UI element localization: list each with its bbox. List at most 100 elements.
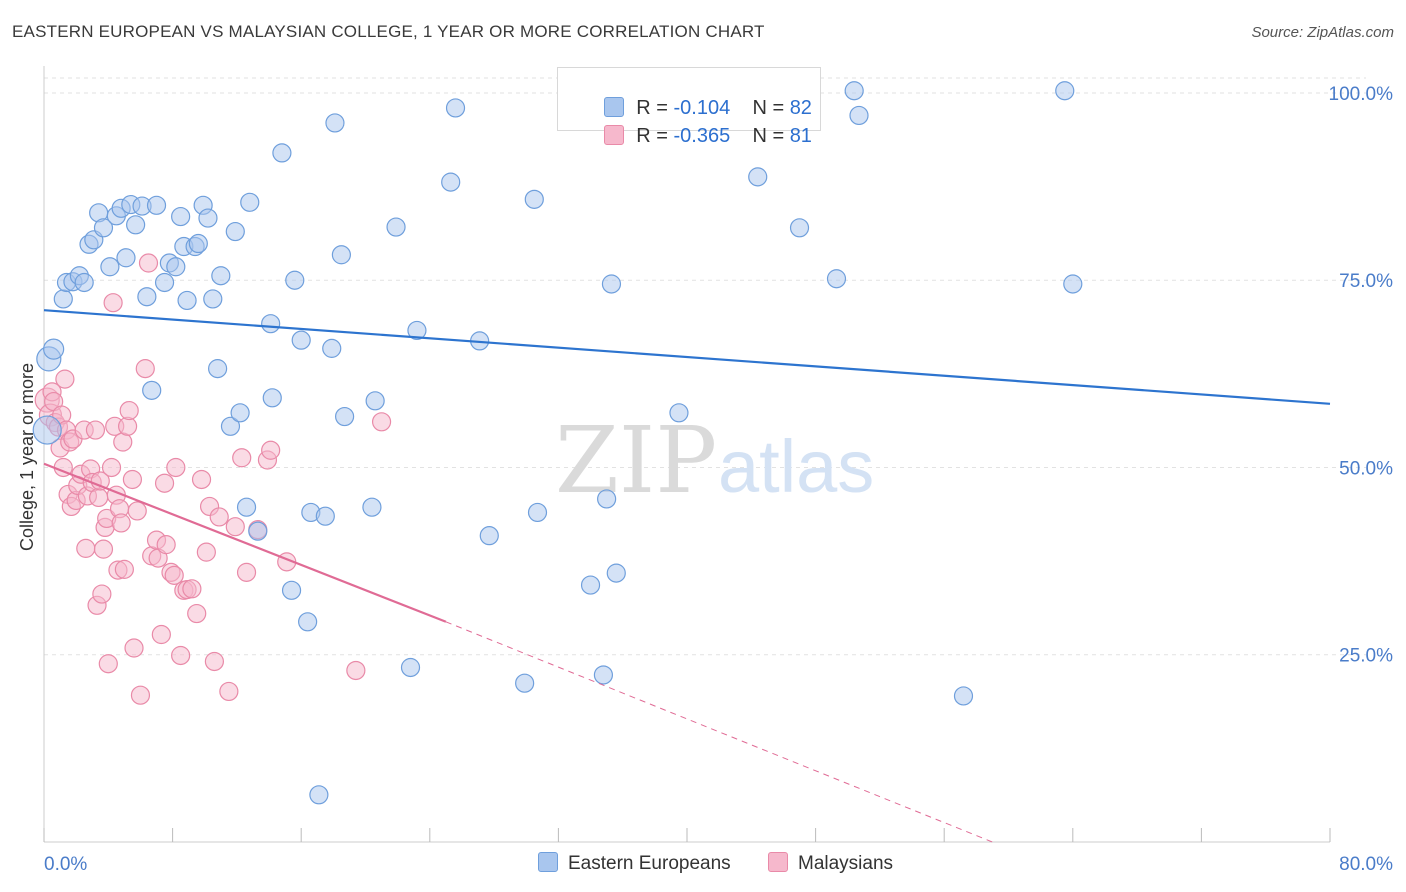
- malaysians-point: [93, 539, 114, 559]
- eastern-europeans-point: [188, 233, 208, 254]
- malaysians-point: [232, 448, 252, 468]
- tick-labels: 25.0% 50.0% 75.0% 100.0% 0.0% 80.0%: [44, 84, 1393, 875]
- chart-source: Source: ZipAtlas.com: [1251, 24, 1394, 41]
- malaysians-point: [261, 440, 281, 460]
- malaysians-point: [98, 654, 118, 674]
- eastern-europeans-point: [291, 330, 311, 350]
- eastern-europeans-point: [331, 245, 351, 265]
- bottom-legend-label: Eastern Europeans: [568, 853, 731, 874]
- stats-legend: R = -0.104 N = 82 R = -0.365 N = 81: [557, 67, 821, 147]
- eastern-europeans-point: [154, 272, 175, 293]
- eastern-europeans-point: [844, 81, 864, 101]
- malaysians-point: [182, 579, 202, 599]
- bottom-legend-malaysians: Malaysians: [768, 852, 893, 875]
- axes: [43, 66, 1331, 843]
- malaysians-point: [85, 420, 106, 440]
- bottom-legend-eastern-europeans: Eastern Europeans: [538, 852, 731, 875]
- x-tick-label: 80.0%: [1339, 854, 1393, 875]
- eastern-europeans-point: [445, 98, 466, 118]
- bottom-legend-swatch-blue: [538, 852, 558, 872]
- eastern-europeans-point: [515, 673, 535, 693]
- watermark: ZIP atlas: [555, 407, 874, 514]
- eastern-europeans-point: [527, 502, 548, 523]
- legend-row-malaysians: R = -0.365 N = 81: [582, 102, 812, 147]
- eastern-europeans-point: [74, 272, 94, 293]
- eastern-europeans-point: [386, 217, 406, 237]
- eastern-europeans-point: [322, 338, 342, 358]
- malaysians-point: [196, 542, 216, 562]
- eastern-europeans-point: [524, 189, 544, 209]
- eastern-europeans-point: [400, 657, 421, 678]
- eastern-europeans-point: [100, 257, 120, 277]
- eastern-europeans-point: [593, 665, 614, 685]
- bottom-legend-label: Malaysians: [798, 853, 894, 874]
- eastern-europeans-point: [298, 612, 318, 632]
- x-tick-label: 0.0%: [44, 854, 87, 875]
- malaysians-point: [164, 565, 184, 585]
- legend-row-eastern-europeans: R = -0.104 N = 82: [582, 74, 812, 119]
- malaysians-point: [90, 471, 110, 491]
- malaysians-point: [135, 359, 155, 379]
- eastern-europeans-point: [177, 290, 197, 311]
- eastern-europeans-point: [953, 686, 974, 706]
- malaysians-point: [171, 645, 191, 666]
- eastern-europeans-point: [53, 289, 73, 309]
- y-tick-label: 50.0%: [1339, 458, 1393, 479]
- malaysians-point: [219, 681, 239, 702]
- malaysians-point: [225, 517, 245, 537]
- eastern-europeans-point: [166, 257, 186, 277]
- eastern-europeans-point: [272, 143, 292, 163]
- eastern-europeans-point: [116, 248, 136, 268]
- eastern-europeans-point: [748, 167, 768, 187]
- chart-title: EASTERN EUROPEAN VS MALAYSIAN COLLEGE, 1…: [12, 22, 765, 41]
- malaysians-point: [89, 487, 109, 508]
- eastern-europeans-point: [335, 406, 355, 427]
- eastern-europeans-point: [146, 195, 167, 215]
- malaysians-point: [92, 584, 112, 604]
- eastern-europeans-point: [601, 274, 622, 294]
- eastern-europeans-point: [32, 415, 62, 445]
- watermark-zip: ZIP: [555, 407, 717, 514]
- eastern-europeans-point: [261, 314, 281, 334]
- eastern-europeans-point: [208, 359, 228, 379]
- eastern-europeans-point: [285, 270, 305, 290]
- malaysians-point: [119, 400, 139, 421]
- malaysians-point: [127, 501, 147, 521]
- eastern-europeans-point: [1063, 274, 1083, 294]
- eastern-europeans-point: [198, 208, 218, 228]
- malaysians-point: [236, 562, 257, 582]
- legend-swatch-blue: [604, 97, 625, 117]
- malaysians-point: [371, 412, 392, 432]
- eastern-europeans-point: [220, 416, 241, 436]
- malaysians-point: [191, 469, 212, 490]
- legend-n-value: 82: [789, 97, 812, 119]
- eastern-europeans-point: [315, 506, 335, 526]
- malaysians-point: [122, 469, 143, 490]
- malaysians-point: [55, 369, 75, 389]
- y-axis-label: College, 1 year or more: [17, 363, 37, 551]
- eastern-europeans-point: [203, 289, 223, 309]
- eastern-europeans-point: [606, 563, 626, 583]
- eastern-europeans-point: [171, 206, 191, 227]
- eastern-europeans-point: [365, 391, 385, 411]
- eastern-europeans-points: [32, 81, 1083, 805]
- legend-r-label: R =: [636, 97, 668, 119]
- malaysians-point: [204, 651, 224, 672]
- eastern-europeans-trend-line: [43, 309, 1331, 405]
- malaysians-point: [151, 624, 171, 645]
- eastern-europeans-point: [479, 526, 499, 546]
- malaysians-point: [76, 538, 96, 558]
- malaysians-point: [346, 660, 366, 681]
- eastern-europeans-point: [826, 269, 847, 289]
- eastern-europeans-point: [407, 320, 427, 341]
- eastern-europeans-point: [849, 105, 869, 126]
- eastern-europeans-point: [142, 380, 162, 400]
- eastern-europeans-point: [240, 192, 260, 212]
- legend-swatch-pink: [604, 125, 625, 145]
- legend-n-label: N =: [752, 97, 785, 119]
- malaysians-point: [209, 507, 229, 527]
- bottom-legend-swatch-pink: [768, 852, 788, 872]
- eastern-europeans-point: [325, 113, 345, 133]
- eastern-europeans-point: [789, 218, 810, 238]
